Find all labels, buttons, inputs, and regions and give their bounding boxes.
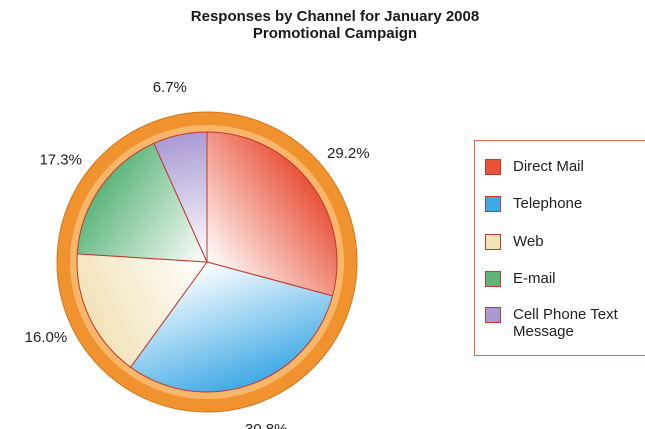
- legend-swatch-e-mail: [485, 271, 501, 287]
- legend-item-e-mail: E-mail: [485, 270, 643, 287]
- pie-slice-cell-phone-text-message: [153, 131, 208, 263]
- pie-slice-e-mail: [76, 142, 208, 263]
- chart-legend: Direct Mail Telephone Web E-mail Cell Ph…: [474, 140, 645, 356]
- pie-label-direct-mail: 29.2%: [327, 145, 370, 162]
- chart-title-line-2: Promotional Campaign: [252, 25, 418, 42]
- legend-item-cell-phone-text-message: Cell Phone Text Message: [485, 306, 643, 340]
- legend-label: Telephone: [513, 195, 583, 212]
- chart-title-line-1: Responses by Channel for January 2008: [190, 8, 480, 25]
- chart-title: Responses by Channel for January 2008 Pr…: [120, 8, 550, 42]
- legend-label: Web: [513, 233, 544, 250]
- pie-label-web: 16.0%: [25, 329, 68, 346]
- legend-swatch-direct-mail: [485, 159, 501, 175]
- pie-label-cell-phone-text-message: 6.7%: [153, 79, 187, 96]
- legend-label: Cell Phone Text Message: [513, 306, 618, 340]
- legend-item-direct-mail: Direct Mail: [485, 158, 643, 175]
- legend-swatch-web: [485, 234, 501, 250]
- legend-label: Direct Mail: [513, 158, 584, 175]
- pie-slice-direct-mail: [206, 131, 338, 297]
- legend-item-web: Web: [485, 233, 643, 250]
- legend-swatch-telephone: [485, 196, 501, 212]
- pie-label-telephone: 30.8%: [245, 421, 288, 429]
- legend-label: E-mail: [513, 270, 556, 287]
- pie-slice-web: [76, 253, 208, 368]
- pie-label-e-mail: 17.3%: [39, 152, 82, 169]
- pie-slice-telephone: [129, 261, 334, 393]
- legend-item-telephone: Telephone: [485, 195, 643, 212]
- legend-swatch-cell-phone-text-message: [485, 307, 501, 323]
